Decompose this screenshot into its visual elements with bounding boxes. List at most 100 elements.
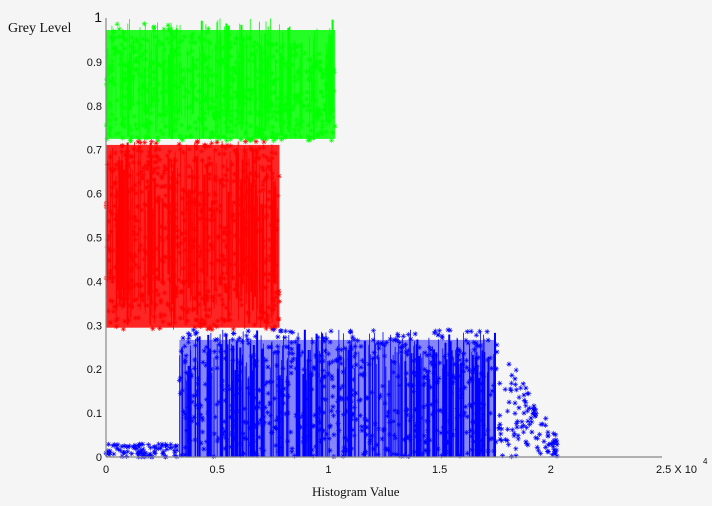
data-point [276, 298, 283, 305]
data-point [208, 366, 214, 372]
data-point [236, 92, 242, 98]
data-point [225, 124, 232, 131]
data-point [307, 387, 314, 393]
data-point [397, 345, 404, 351]
data-point [397, 382, 403, 388]
data-point [162, 312, 168, 318]
data-point [267, 412, 274, 419]
data-point [228, 414, 234, 420]
data-point [172, 83, 178, 89]
data-point [331, 432, 337, 438]
data-point [290, 106, 296, 112]
data-point [211, 112, 217, 119]
data-point [281, 108, 287, 114]
data-point [151, 168, 157, 174]
data-point [317, 420, 323, 426]
data-point [532, 407, 539, 413]
data-point [184, 428, 190, 434]
data-point [351, 404, 357, 411]
data-point [549, 452, 555, 458]
data-point [115, 215, 121, 221]
data-point [223, 305, 229, 311]
data-point [376, 426, 382, 432]
data-point [259, 407, 265, 413]
data-point [306, 68, 312, 74]
data-point [284, 64, 290, 70]
data-point [174, 234, 180, 240]
data-point [281, 119, 287, 125]
data-point [164, 36, 171, 42]
data-point [416, 344, 422, 351]
data-point [144, 302, 150, 309]
data-point [172, 452, 178, 458]
data-point [192, 331, 199, 337]
data-point [164, 235, 170, 241]
data-point [230, 409, 237, 416]
data-point [325, 83, 332, 89]
data-point [218, 60, 224, 66]
data-point [382, 400, 388, 406]
data-point [229, 403, 235, 409]
data-point [319, 75, 326, 81]
data-point [318, 88, 324, 95]
data-point [268, 344, 274, 350]
data-point [165, 204, 171, 210]
data-point [257, 112, 263, 118]
data-point [170, 107, 176, 114]
data-point [250, 449, 256, 455]
data-point [305, 122, 312, 128]
data-point [212, 113, 218, 119]
data-point [530, 410, 536, 416]
data-point [270, 138, 277, 144]
data-point [142, 201, 148, 207]
data-point [331, 88, 337, 94]
data-point [297, 353, 303, 359]
data-point [222, 275, 228, 282]
data-point [202, 96, 208, 102]
data-point [218, 101, 224, 108]
data-point [182, 452, 188, 458]
data-point [450, 380, 456, 386]
data-point [252, 100, 258, 107]
x-axis-exponent-label: 2.5 X 10 [656, 464, 697, 476]
data-point [297, 424, 304, 430]
data-point [244, 43, 250, 49]
data-point [133, 190, 139, 197]
data-point [263, 203, 269, 209]
data-point [337, 395, 343, 401]
data-point [285, 97, 291, 103]
data-point [121, 123, 127, 130]
data-point [390, 418, 396, 424]
data-point [543, 415, 549, 422]
data-point [181, 34, 188, 40]
data-point [125, 105, 132, 111]
data-point [172, 188, 178, 194]
data-point [122, 94, 128, 100]
data-point [179, 38, 185, 44]
data-point [146, 452, 152, 458]
data-point [136, 315, 142, 321]
data-point [323, 397, 329, 403]
data-point [300, 349, 306, 355]
data-point [528, 415, 534, 421]
data-point [251, 219, 257, 225]
data-point [153, 145, 159, 151]
data-point [109, 111, 115, 118]
data-point [244, 174, 251, 180]
data-point [325, 351, 332, 357]
data-point [447, 327, 453, 333]
data-point [172, 127, 178, 133]
data-point [542, 422, 549, 428]
data-point [159, 41, 166, 48]
data-point [249, 397, 256, 403]
data-point [207, 373, 213, 380]
data-point [320, 336, 326, 342]
data-point [224, 137, 230, 144]
data-point [424, 418, 430, 424]
data-point [209, 140, 215, 146]
data-point [105, 308, 111, 314]
data-point [520, 381, 526, 387]
data-point [241, 148, 248, 154]
data-point [176, 51, 182, 57]
data-point [193, 65, 199, 71]
